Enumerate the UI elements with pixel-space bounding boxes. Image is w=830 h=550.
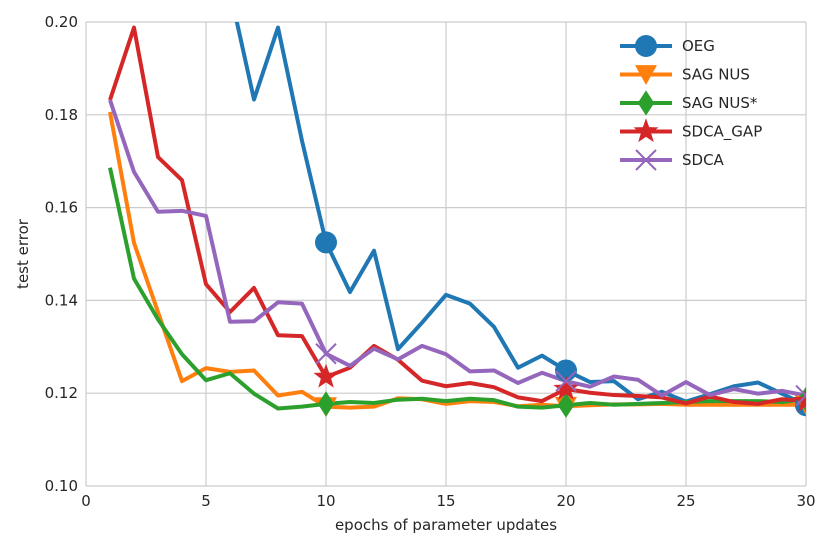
- legend-label-sag-nus: SAG NUS*: [682, 94, 758, 112]
- series-marker-sdca-gap: [313, 363, 339, 388]
- legend-label-sdca-gap: SDCA_GAP: [682, 123, 762, 142]
- x-tick-label: 0: [81, 492, 91, 510]
- y-tick-label: 0.10: [45, 477, 78, 495]
- series-line-sag-nus: [108, 111, 806, 410]
- x-axis-ticks: 0 5 10 15 20 25 30: [81, 492, 815, 510]
- series-line-sdca: [108, 99, 806, 398]
- legend-marker-oeg: [635, 35, 657, 57]
- series-marker-sdca: [795, 384, 806, 407]
- legend: OEG SAG NUS SAG NUS* SDCA_GAP SDCA: [620, 35, 762, 171]
- x-tick-label: 30: [796, 492, 815, 510]
- legend-marker-sdca: [635, 149, 657, 171]
- legend-marker-sdca-gap: [633, 118, 659, 143]
- series-marker-sag-nus: [557, 392, 575, 418]
- y-tick-label: 0.12: [45, 384, 78, 402]
- legend-label-sag-nus: SAG NUS: [682, 66, 750, 84]
- x-axis-label: epochs of parameter updates: [335, 516, 557, 534]
- x-tick-label: 20: [556, 492, 575, 510]
- y-tick-label: 0.16: [45, 199, 78, 217]
- series-marker-sdca: [555, 370, 577, 392]
- series-marker-sdca: [315, 343, 337, 365]
- legend-marker-sag-nus: [637, 90, 655, 116]
- y-axis-label: test error: [14, 218, 32, 289]
- x-tick-label: 10: [316, 492, 335, 510]
- x-tick-label: 5: [201, 492, 211, 510]
- y-tick-label: 0.14: [45, 291, 78, 309]
- y-tick-label: 0.20: [45, 13, 78, 31]
- x-tick-label: 25: [676, 492, 695, 510]
- grid-lines: [85, 21, 807, 487]
- x-tick-label: 15: [436, 492, 455, 510]
- markers-layer: [313, 231, 806, 418]
- legend-marker-sag-nus: [635, 65, 657, 85]
- series-marker-sdca-gap: [553, 375, 579, 400]
- series-marker-sag-nus: [317, 391, 335, 417]
- legend-label-oeg: OEG: [682, 37, 715, 55]
- legend-label-sdca: SDCA: [682, 151, 725, 169]
- series-marker-oeg: [315, 231, 337, 254]
- series-marker-sdca-gap: [793, 387, 806, 412]
- y-axis-ticks: 0.10 0.12 0.14 0.16 0.18 0.20: [45, 13, 78, 495]
- y-tick-label: 0.18: [45, 106, 78, 124]
